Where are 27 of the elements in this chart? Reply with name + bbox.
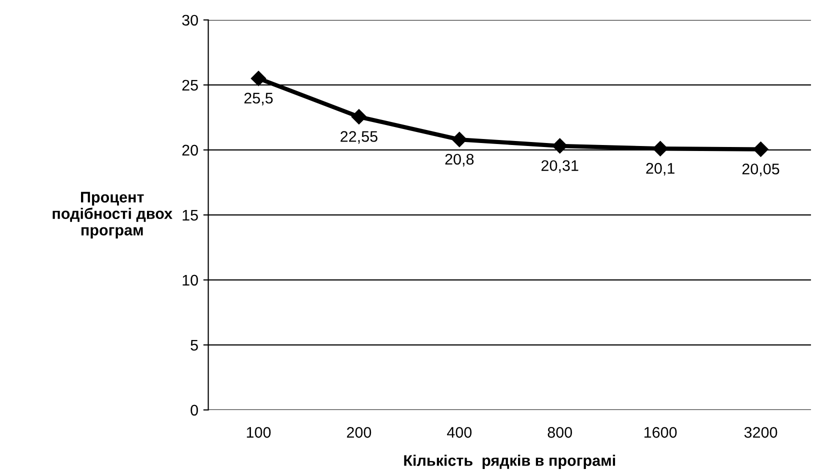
x-tick-label: 100 [246,426,271,438]
x-tick-label: 1600 [644,426,677,438]
x-tick-label: 3200 [744,426,778,438]
point [351,109,367,124]
y-tick-label: 25 [182,80,198,91]
data-label: 20,8 [445,154,474,166]
y-tick-label: 5 [190,340,198,351]
y-tick-label: 0 [190,404,198,416]
point [452,132,467,148]
point [652,141,668,156]
point [552,138,568,154]
x-tick-label: 800 [548,426,572,438]
y-tick-label: 15 [182,210,198,221]
x-tick-label: 200 [346,426,372,438]
data-label: 22,55 [340,131,378,144]
y-tick-label: 10 [182,274,198,286]
x-tick-label: 400 [447,426,472,438]
y-tick-label: 30 [182,14,198,26]
point [753,142,768,157]
point [250,70,266,86]
data-label: 20,1 [646,162,674,176]
data-label: 20,05 [742,164,780,176]
data-label: 20,31 [542,160,578,173]
x-axis-title: Кількість рядків в програмі [404,454,616,469]
y-tick-label: 20 [182,144,198,156]
data-label: 25,5 [244,92,273,106]
y-axis-title: Процент подібності двох програм [52,192,172,239]
